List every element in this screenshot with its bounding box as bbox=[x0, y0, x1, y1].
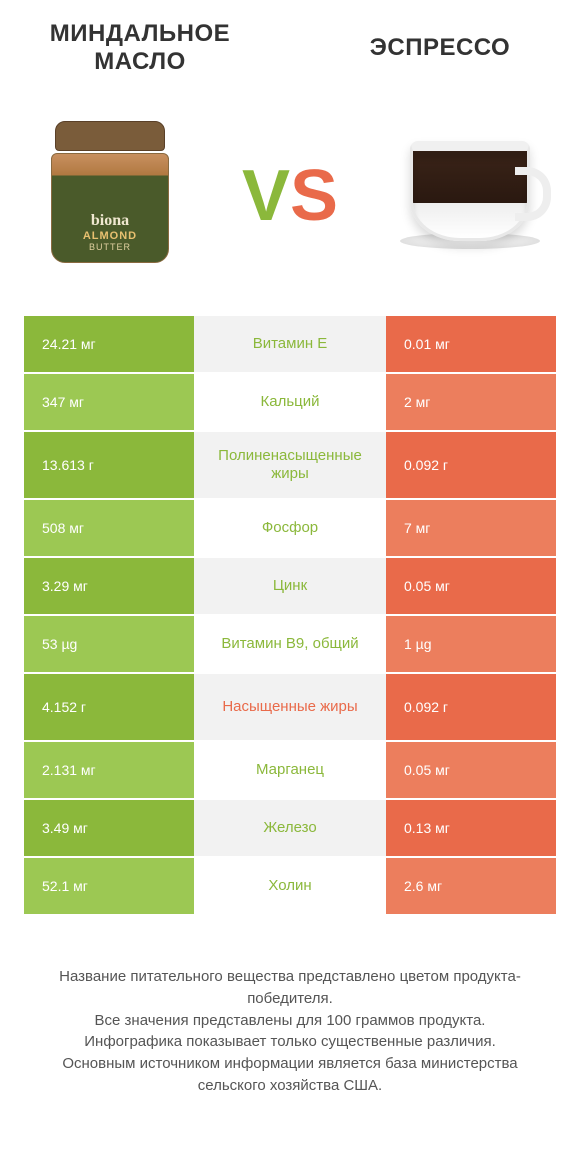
nutrient-row: 2.131 мгМарганец0.05 мг bbox=[24, 742, 556, 798]
nutrient-row: 24.21 мгВитамин E0.01 мг bbox=[24, 316, 556, 372]
value-left: 3.29 мг bbox=[24, 558, 194, 614]
nutrient-name: Марганец bbox=[194, 742, 386, 798]
nutrient-row: 347 мгКальций2 мг bbox=[24, 374, 556, 430]
jar-line: ALMOND bbox=[83, 230, 137, 242]
value-left: 52.1 мг bbox=[24, 858, 194, 914]
nutrient-row: 53 µgВитамин B9, общий1 µg bbox=[24, 616, 556, 672]
nutrient-name: Железо bbox=[194, 800, 386, 856]
jar-sub: BUTTER bbox=[89, 242, 131, 252]
espresso-cup-icon bbox=[400, 121, 540, 271]
jar-icon: biona ALMOND BUTTER bbox=[50, 121, 170, 271]
jar-brand: biona bbox=[91, 212, 129, 230]
nutrient-row: 13.613 гПолиненасыщенные жиры0.092 г bbox=[24, 432, 556, 498]
nutrient-name: Холин bbox=[194, 858, 386, 914]
vs-s: S bbox=[290, 156, 338, 236]
nutrient-table: 24.21 мгВитамин E0.01 мг347 мгКальций2 м… bbox=[0, 316, 580, 916]
title-left: МИНДАЛЬНОЕ МАСЛО bbox=[10, 20, 290, 76]
value-right: 1 µg bbox=[386, 616, 556, 672]
title-right: ЭСПРЕССО bbox=[290, 20, 570, 76]
value-left: 13.613 г bbox=[24, 432, 194, 498]
footnote-line: Основным источником информации является … bbox=[30, 1053, 550, 1097]
value-right: 0.05 мг bbox=[386, 558, 556, 614]
value-right: 2.6 мг bbox=[386, 858, 556, 914]
nutrient-name: Фосфор bbox=[194, 500, 386, 556]
value-left: 4.152 г bbox=[24, 674, 194, 740]
nutrient-row: 52.1 мгХолин2.6 мг bbox=[24, 858, 556, 914]
value-right: 7 мг bbox=[386, 500, 556, 556]
value-right: 0.092 г bbox=[386, 432, 556, 498]
nutrient-name: Кальций bbox=[194, 374, 386, 430]
nutrient-name: Полиненасыщенные жиры bbox=[194, 432, 386, 498]
value-left: 2.131 мг bbox=[24, 742, 194, 798]
value-right: 0.01 мг bbox=[386, 316, 556, 372]
value-right: 0.13 мг bbox=[386, 800, 556, 856]
nutrient-name: Витамин B9, общий bbox=[194, 616, 386, 672]
titles-row: МИНДАЛЬНОЕ МАСЛО ЭСПРЕССО bbox=[0, 0, 580, 86]
footnote-line: Инфографика показывает только существенн… bbox=[30, 1031, 550, 1053]
nutrient-row: 4.152 гНасыщенные жиры0.092 г bbox=[24, 674, 556, 740]
value-left: 3.49 мг bbox=[24, 800, 194, 856]
product-image-right bbox=[390, 106, 550, 286]
value-left: 347 мг bbox=[24, 374, 194, 430]
footnote-line: Название питательного вещества представл… bbox=[30, 966, 550, 1010]
nutrient-name: Витамин E bbox=[194, 316, 386, 372]
footnote-line: Все значения представлены для 100 граммо… bbox=[30, 1010, 550, 1032]
value-left: 508 мг bbox=[24, 500, 194, 556]
value-left: 53 µg bbox=[24, 616, 194, 672]
vs-v: V bbox=[242, 156, 290, 236]
vs-badge: VS bbox=[242, 155, 338, 237]
nutrient-row: 3.49 мгЖелезо0.13 мг bbox=[24, 800, 556, 856]
nutrient-name: Насыщенные жиры bbox=[194, 674, 386, 740]
nutrient-row: 508 мгФосфор7 мг bbox=[24, 500, 556, 556]
nutrient-row: 3.29 мгЦинк0.05 мг bbox=[24, 558, 556, 614]
value-left: 24.21 мг bbox=[24, 316, 194, 372]
value-right: 0.05 мг bbox=[386, 742, 556, 798]
product-image-left: biona ALMOND BUTTER bbox=[30, 106, 190, 286]
images-row: biona ALMOND BUTTER VS bbox=[0, 86, 580, 316]
nutrient-name: Цинк bbox=[194, 558, 386, 614]
footnote: Название питательного вещества представл… bbox=[0, 916, 580, 1117]
value-right: 2 мг bbox=[386, 374, 556, 430]
value-right: 0.092 г bbox=[386, 674, 556, 740]
